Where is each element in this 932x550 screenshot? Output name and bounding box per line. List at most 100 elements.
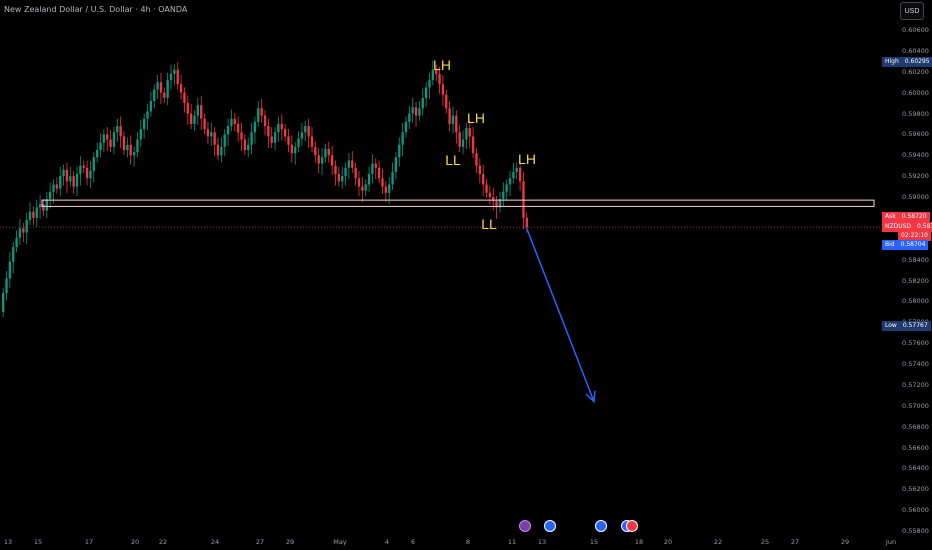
time-tick-label: 25 — [760, 538, 770, 546]
candle-body — [300, 132, 304, 139]
candle-body — [384, 186, 388, 193]
candle-body — [438, 73, 441, 85]
bid-value: 0.58704 — [897, 240, 929, 250]
candle-body — [18, 228, 22, 238]
candle-body — [22, 228, 25, 233]
candle-body — [431, 69, 435, 81]
ask-label: Ask — [882, 212, 899, 222]
candle-body — [408, 113, 411, 122]
candle-body — [216, 144, 220, 156]
candle-body — [48, 191, 52, 200]
price-tick-label: 0.58400 — [902, 255, 929, 264]
lower-low-label-1[interactable]: LL — [445, 152, 461, 168]
candle-body — [109, 139, 112, 147]
candle-body — [25, 219, 28, 233]
candle-body — [361, 186, 364, 191]
lower-high-label-2[interactable]: LH — [467, 110, 485, 126]
price-tick-label: 0.56400 — [902, 464, 929, 473]
symbol-label: NZDUSD — [882, 222, 915, 232]
price-tick-label: 0.56600 — [902, 443, 929, 452]
candle-body — [230, 118, 233, 127]
price-tick-label: 0.60400 — [902, 46, 929, 55]
candle-body — [414, 107, 418, 116]
candle-body — [179, 84, 183, 93]
lower-low-label-2[interactable]: LL — [481, 216, 497, 232]
candle-body — [136, 139, 139, 153]
candle-body — [515, 167, 518, 172]
candle-body — [324, 148, 327, 158]
lower-high-label-3[interactable]: LH — [518, 151, 536, 167]
price-tick-label: 0.59600 — [902, 130, 929, 139]
candle-body — [236, 123, 240, 133]
time-tick-label: May — [333, 538, 347, 546]
us-flag-event-icon[interactable] — [544, 520, 556, 532]
candle-body — [12, 247, 15, 262]
lower-high-label-1[interactable]: LH — [433, 57, 451, 73]
price-tick-label: 0.60600 — [902, 26, 929, 34]
candle-body — [394, 157, 398, 172]
candle-body — [15, 237, 18, 248]
currency-button[interactable]: USD — [900, 2, 924, 20]
candle-body — [203, 118, 206, 130]
candle-body — [183, 92, 186, 104]
candle-body — [129, 144, 132, 156]
candle-body — [280, 123, 283, 130]
low-tag: Low 0.57767 — [882, 321, 931, 331]
candle-body — [59, 176, 62, 189]
candle-body — [95, 150, 99, 158]
time-tick-label: 8 — [465, 538, 471, 546]
candle-body — [112, 132, 116, 147]
bearish-projection-arrow — [525, 226, 595, 402]
time-tick-label: 11 — [507, 538, 517, 546]
time-tick-label: 15 — [589, 538, 599, 546]
candle-body — [273, 132, 277, 143]
candle-body — [435, 69, 438, 74]
candle-body — [72, 176, 75, 187]
candle-body — [461, 139, 465, 147]
time-tick-label: 29 — [285, 538, 295, 546]
candle-body — [337, 174, 341, 182]
candle-body — [196, 105, 200, 116]
time-tick-label: 22 — [158, 538, 168, 546]
price-tick-label: 0.59200 — [902, 172, 929, 181]
candles-layer — [2, 60, 528, 318]
candle-body — [52, 184, 55, 192]
candle-body — [424, 87, 428, 98]
candle-body — [89, 170, 92, 179]
time-tick-label: 6 — [410, 538, 416, 546]
candle-body — [374, 163, 377, 168]
candle-body — [327, 148, 330, 156]
candle-body — [445, 94, 448, 109]
candle-body — [116, 126, 119, 133]
candle-body — [163, 92, 166, 98]
price-tick-label: 0.55800 — [902, 527, 929, 535]
time-tick-label: 20 — [663, 538, 673, 546]
lightning-event-icon[interactable] — [519, 520, 531, 532]
candle-body — [404, 121, 408, 133]
candle-body — [482, 174, 485, 185]
candle-body — [8, 261, 12, 279]
countdown-tag: 02:22:10 — [898, 231, 931, 241]
time-tick-label: 27 — [790, 538, 800, 546]
candle-body — [142, 118, 146, 130]
candle-body — [45, 199, 48, 211]
candle-body — [106, 134, 109, 140]
candle-body — [334, 165, 337, 175]
candle-body — [525, 217, 528, 228]
candle-body — [32, 211, 35, 218]
us-flag-event-icon[interactable] — [626, 520, 638, 532]
candle-body — [159, 82, 163, 93]
candle-body — [186, 103, 189, 114]
candle-body — [347, 160, 351, 168]
candle-body — [451, 115, 455, 124]
candle-body — [502, 191, 505, 200]
price-tick-label: 0.58200 — [902, 276, 929, 285]
candle-body — [371, 163, 374, 175]
candle-body — [310, 136, 314, 147]
candle-body — [75, 174, 79, 187]
candle-body — [210, 132, 213, 137]
last-price-value: 0.58712 — [914, 222, 932, 232]
candle-body — [200, 105, 203, 119]
us-flag-event-icon[interactable] — [595, 520, 607, 532]
